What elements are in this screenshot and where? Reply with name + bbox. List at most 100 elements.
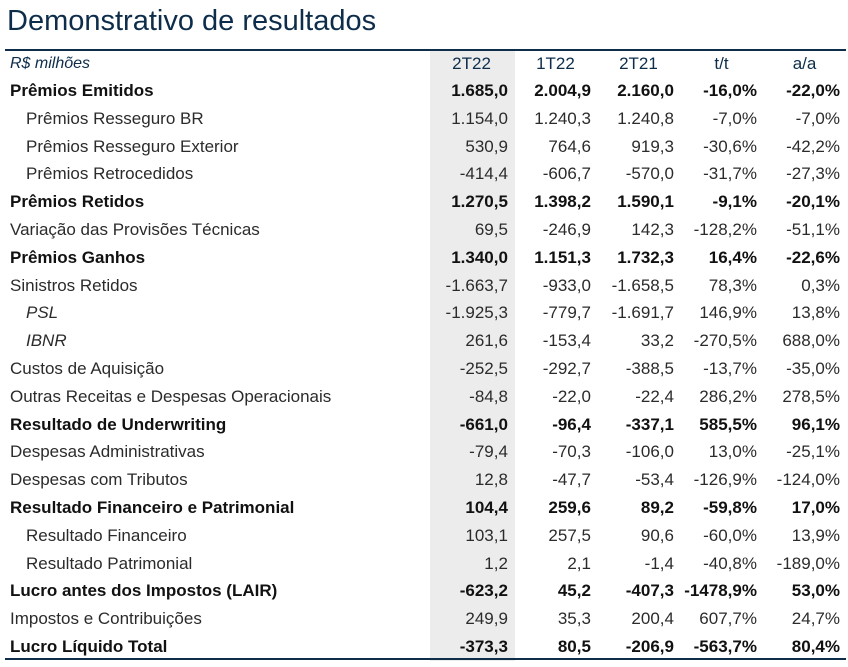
- value-2t21: -1,4: [644, 553, 674, 573]
- row-label: Lucro Líquido Total: [10, 637, 168, 656]
- value-yoy: -20,1%: [786, 192, 840, 212]
- value-yoy: 96,1%: [791, 414, 840, 434]
- table-row: Lucro antes dos Impostos (LAIR) -623,2 45,…: [5, 577, 846, 605]
- value-2t22: -79,4: [469, 442, 508, 462]
- table-row: Prêmios Retrocedidos -414,4 -606,7 -570,0 -3…: [5, 160, 846, 188]
- value-1t22: 257,5: [548, 525, 591, 545]
- value-2t22: 1,2: [484, 553, 508, 573]
- value-2t22: 530,9: [465, 136, 508, 156]
- table-row: Sinistros Retidos -1.663,7 -933,0 -1.658,5 7…: [5, 272, 846, 300]
- row-label: Impostos e Contribuições: [10, 609, 202, 629]
- value-1t22: -246,9: [542, 220, 591, 239]
- value-2t22: -373,3: [459, 637, 508, 656]
- row-label: Prêmios Resseguro BR: [26, 108, 204, 128]
- value-2t22: -1.663,7: [445, 275, 508, 295]
- value-2t22: 69,5: [474, 220, 508, 239]
- value-2t22: -414,4: [459, 164, 508, 184]
- value-yoy: -7,0%: [795, 108, 840, 128]
- value-1t22: 45,2: [557, 581, 591, 601]
- value-qoq: -13,7%: [703, 359, 757, 378]
- value-yoy: 0,3%: [801, 275, 840, 295]
- value-2t22: 261,6: [465, 331, 508, 351]
- value-qoq: -30,6%: [703, 136, 757, 156]
- value-2t22: 1.270,5: [451, 192, 508, 212]
- value-1t22: 764,6: [548, 136, 591, 156]
- unit-label: R$ milhões: [10, 55, 91, 72]
- value-2t21: -337,1: [625, 414, 674, 434]
- value-1t22: 2,1: [567, 553, 591, 573]
- value-yoy: 80,4%: [791, 637, 840, 656]
- table-row: Prêmios Resseguro BR 1.154,0 1.240,3 1.240,…: [5, 105, 846, 133]
- row-label: Despesas com Tributos: [10, 470, 188, 490]
- value-2t21: 919,3: [631, 136, 674, 156]
- table-row: PSL -1.925,3 -779,7 -1.691,7 146,9% 13,8%: [5, 299, 846, 327]
- value-2t21: 33,2: [640, 331, 674, 351]
- row-label: Prêmios Emitidos: [10, 81, 154, 100]
- row-label: IBNR: [26, 331, 67, 351]
- table-row: Prêmios Emitidos 1.685,0 2.004,9 2.160,0 -16…: [5, 77, 846, 105]
- value-2t21: 200,4: [631, 609, 674, 629]
- value-1t22: 259,6: [548, 498, 591, 517]
- value-qoq: -128,2%: [693, 220, 757, 239]
- row-label: PSL: [26, 303, 59, 323]
- row-label: Resultado de Underwriting: [10, 414, 227, 434]
- value-yoy: -22,0%: [786, 81, 840, 100]
- table-row: Despesas Administrativas -79,4 -70,3 -106,0…: [5, 438, 846, 466]
- value-qoq: -563,7%: [693, 637, 757, 656]
- value-1t22: -47,7: [552, 470, 591, 490]
- value-qoq: 78,3%: [708, 275, 757, 295]
- table-row: Outras Receitas e Despesas Operacionais -…: [5, 383, 846, 411]
- value-yoy: -42,2%: [786, 136, 840, 156]
- value-qoq: -31,7%: [703, 164, 757, 184]
- table-row: Variação das Provisões Técnicas 69,5 -246,…: [5, 216, 846, 244]
- table-row: Lucro Líquido Total -373,3 80,5 -206,9 -563,…: [5, 633, 846, 661]
- value-1t22: -22,0: [552, 386, 591, 406]
- current-quarter-column-highlight: [430, 49, 515, 661]
- value-yoy: -124,0%: [776, 470, 840, 490]
- value-qoq: -60,0%: [703, 525, 757, 545]
- value-qoq: -40,8%: [703, 553, 757, 573]
- table-row: Impostos e Contribuições 249,9 35,3 200,4 60…: [5, 605, 846, 633]
- value-qoq: 146,9%: [699, 303, 757, 323]
- value-yoy: 13,9%: [791, 525, 840, 545]
- value-yoy: -35,0%: [786, 359, 840, 378]
- value-1t22: 35,3: [557, 609, 591, 629]
- table-header-row: R$ milhões 2T22 1T22 2T21 t/t a/a: [5, 51, 846, 77]
- row-label: Prêmios Retrocedidos: [26, 164, 194, 184]
- value-2t21: -206,9: [625, 637, 674, 656]
- value-qoq: 607,7%: [699, 609, 757, 629]
- value-1t22: -933,0: [542, 275, 591, 295]
- value-qoq: 286,2%: [699, 386, 757, 406]
- value-1t22: 1.398,2: [534, 192, 591, 212]
- table-row: Despesas com Tributos 12,8 -47,7 -53,4 -126,…: [5, 466, 846, 494]
- value-1t22: -779,7: [542, 303, 591, 323]
- value-yoy: 278,5%: [782, 386, 840, 406]
- row-label: Sinistros Retidos: [10, 275, 138, 295]
- value-2t22: 103,1: [465, 525, 508, 545]
- page-title: Demonstrativo de resultados: [7, 5, 377, 37]
- row-label: Prêmios Ganhos: [10, 247, 146, 267]
- value-1t22: -606,7: [542, 164, 591, 184]
- value-2t22: 1.340,0: [451, 247, 508, 267]
- value-2t21: -407,3: [625, 581, 674, 601]
- value-2t22: 104,4: [465, 498, 508, 517]
- value-1t22: -292,7: [542, 359, 591, 378]
- value-yoy: -25,1%: [786, 442, 840, 462]
- value-2t21: -1.658,5: [611, 275, 674, 295]
- table-row: IBNR 261,6 -153,4 33,2 -270,5% 688,0%: [5, 327, 846, 355]
- value-2t21: -1.691,7: [611, 303, 674, 323]
- column-header-yoy: a/a: [792, 54, 817, 73]
- value-qoq: -126,9%: [693, 470, 757, 490]
- value-2t21: -53,4: [635, 470, 674, 490]
- value-2t22: 12,8: [474, 470, 508, 490]
- value-2t21: 90,6: [640, 525, 674, 545]
- value-2t21: 1.590,1: [617, 192, 674, 212]
- value-qoq: -1478,9%: [684, 581, 757, 601]
- value-2t21: 1.732,3: [617, 247, 674, 267]
- value-1t22: 2.004,9: [534, 81, 591, 100]
- table-row: Resultado de Underwriting -661,0 -96,4 -337…: [5, 411, 846, 439]
- value-2t21: 142,3: [631, 220, 674, 239]
- value-qoq: -7,0%: [712, 108, 757, 128]
- row-label: Lucro antes dos Impostos (LAIR): [10, 581, 278, 601]
- row-label: Variação das Provisões Técnicas: [10, 220, 260, 239]
